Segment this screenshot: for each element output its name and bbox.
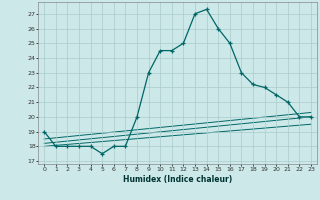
X-axis label: Humidex (Indice chaleur): Humidex (Indice chaleur)	[123, 175, 232, 184]
